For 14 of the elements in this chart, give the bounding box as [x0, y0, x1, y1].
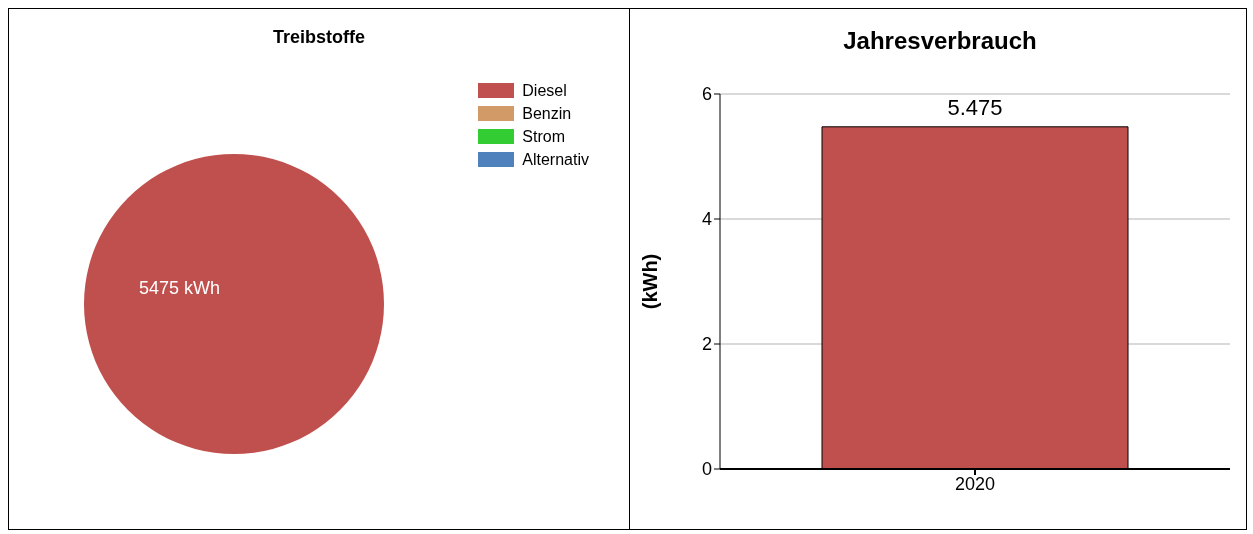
- y-tick-label: 6: [701, 84, 712, 105]
- legend-label: Diesel: [522, 81, 567, 100]
- y-tick-label: 4: [701, 209, 712, 230]
- data-label: 5.475: [947, 94, 1003, 120]
- y-tick-label: 2: [701, 334, 712, 355]
- data-label: 5475 kWh: [139, 278, 221, 298]
- legend-label: Benzin: [522, 104, 572, 123]
- y-tick-label: 0: [701, 459, 712, 480]
- legend-label: Strom: [522, 127, 565, 146]
- legend-label: Alternativ: [522, 150, 589, 169]
- x-tick-label: 2020: [954, 473, 996, 494]
- y-axis-title: (kWh): [639, 253, 662, 310]
- chart-title: Treibstoffe: [272, 27, 366, 48]
- chart-title: Jahresverbrauch: [842, 27, 1038, 55]
